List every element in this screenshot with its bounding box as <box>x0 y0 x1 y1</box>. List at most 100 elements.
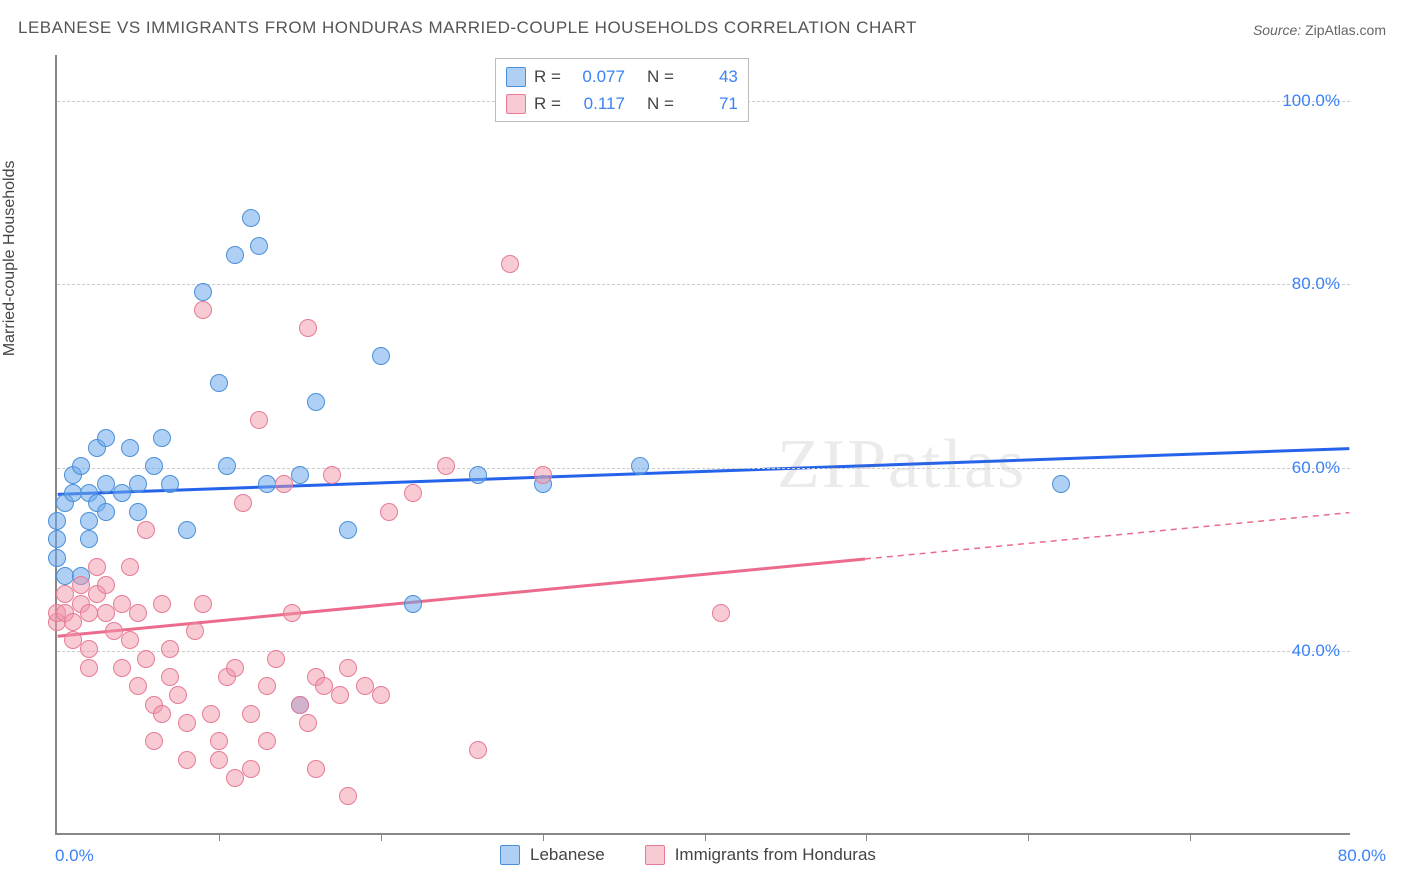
trendline <box>58 559 865 636</box>
scatter-point <box>226 246 244 264</box>
y-axis-title: Married-couple Households <box>1 161 19 357</box>
scatter-point <box>97 475 115 493</box>
scatter-point <box>307 393 325 411</box>
scatter-point <box>137 650 155 668</box>
x-tick-mark <box>705 833 706 841</box>
scatter-point <box>404 595 422 613</box>
scatter-point <box>153 705 171 723</box>
legend-swatch <box>506 94 526 114</box>
scatter-point <box>267 650 285 668</box>
scatter-point <box>226 659 244 677</box>
scatter-point <box>137 521 155 539</box>
scatter-point <box>48 530 66 548</box>
scatter-point <box>218 457 236 475</box>
scatter-point <box>226 769 244 787</box>
scatter-point <box>178 714 196 732</box>
scatter-point <box>64 631 82 649</box>
scatter-point <box>380 503 398 521</box>
scatter-point <box>178 521 196 539</box>
y-tick-label: 100.0% <box>1282 91 1340 111</box>
scatter-point <box>299 714 317 732</box>
scatter-point <box>469 466 487 484</box>
scatter-point <box>323 466 341 484</box>
legend-label: Lebanese <box>530 845 605 865</box>
gridline <box>57 284 1350 285</box>
scatter-point <box>113 595 131 613</box>
scatter-point <box>113 484 131 502</box>
scatter-point <box>275 475 293 493</box>
scatter-point <box>242 705 260 723</box>
r-value: 0.117 <box>573 90 625 117</box>
y-tick-label: 40.0% <box>1292 641 1340 661</box>
scatter-point <box>339 521 357 539</box>
scatter-point <box>105 622 123 640</box>
x-tick-mark <box>381 833 382 841</box>
scatter-point <box>161 668 179 686</box>
x-tick-mark <box>866 833 867 841</box>
x-axis-min-label: 0.0% <box>55 846 94 866</box>
legend-item: Immigrants from Honduras <box>645 845 876 865</box>
scatter-point <box>121 631 139 649</box>
chart-title: LEBANESE VS IMMIGRANTS FROM HONDURAS MAR… <box>18 18 917 38</box>
scatter-point <box>372 686 390 704</box>
plot-area: ZIPatlas 40.0%60.0%80.0%100.0% <box>55 55 1350 835</box>
scatter-point <box>210 374 228 392</box>
scatter-point <box>315 677 333 695</box>
scatter-point <box>1052 475 1070 493</box>
x-tick-mark <box>1028 833 1029 841</box>
source-attribution: Source: ZipAtlas.com <box>1253 22 1386 38</box>
scatter-point <box>258 677 276 695</box>
scatter-point <box>194 301 212 319</box>
scatter-point <box>97 503 115 521</box>
scatter-point <box>161 640 179 658</box>
scatter-point <box>339 787 357 805</box>
scatter-point <box>339 659 357 677</box>
scatter-point <box>469 741 487 759</box>
scatter-point <box>242 209 260 227</box>
scatter-point <box>186 622 204 640</box>
scatter-point <box>234 494 252 512</box>
stats-legend: R =0.077N =43R =0.117N =71 <box>495 58 749 122</box>
scatter-point <box>631 457 649 475</box>
legend-swatch <box>500 845 520 865</box>
scatter-point <box>153 595 171 613</box>
scatter-point <box>291 696 309 714</box>
gridline <box>57 468 1350 469</box>
x-tick-mark <box>1190 833 1191 841</box>
scatter-point <box>169 686 187 704</box>
scatter-point <box>80 530 98 548</box>
scatter-point <box>80 659 98 677</box>
x-tick-mark <box>543 833 544 841</box>
scatter-point <box>372 347 390 365</box>
scatter-point <box>250 411 268 429</box>
scatter-point <box>129 503 147 521</box>
legend-swatch <box>506 67 526 87</box>
scatter-point <box>356 677 374 695</box>
source-value: ZipAtlas.com <box>1305 22 1386 38</box>
scatter-point <box>437 457 455 475</box>
scatter-point <box>72 576 90 594</box>
legend-item: Lebanese <box>500 845 605 865</box>
scatter-point <box>97 429 115 447</box>
series-legend: Lebanese Immigrants from Honduras <box>500 845 876 865</box>
scatter-point <box>283 604 301 622</box>
scatter-point <box>210 732 228 750</box>
scatter-point <box>501 255 519 273</box>
scatter-point <box>153 429 171 447</box>
scatter-point <box>97 604 115 622</box>
scatter-point <box>202 705 220 723</box>
n-value: 71 <box>686 90 738 117</box>
scatter-point <box>258 732 276 750</box>
x-axis-max-label: 80.0% <box>1338 846 1386 866</box>
scatter-point <box>712 604 730 622</box>
scatter-point <box>145 732 163 750</box>
trendline <box>865 513 1349 559</box>
scatter-point <box>80 512 98 530</box>
scatter-point <box>72 457 90 475</box>
stats-legend-row: R =0.077N =43 <box>506 63 738 90</box>
y-tick-label: 80.0% <box>1292 274 1340 294</box>
scatter-point <box>48 512 66 530</box>
scatter-point <box>121 558 139 576</box>
r-value: 0.077 <box>573 63 625 90</box>
scatter-point <box>404 484 422 502</box>
